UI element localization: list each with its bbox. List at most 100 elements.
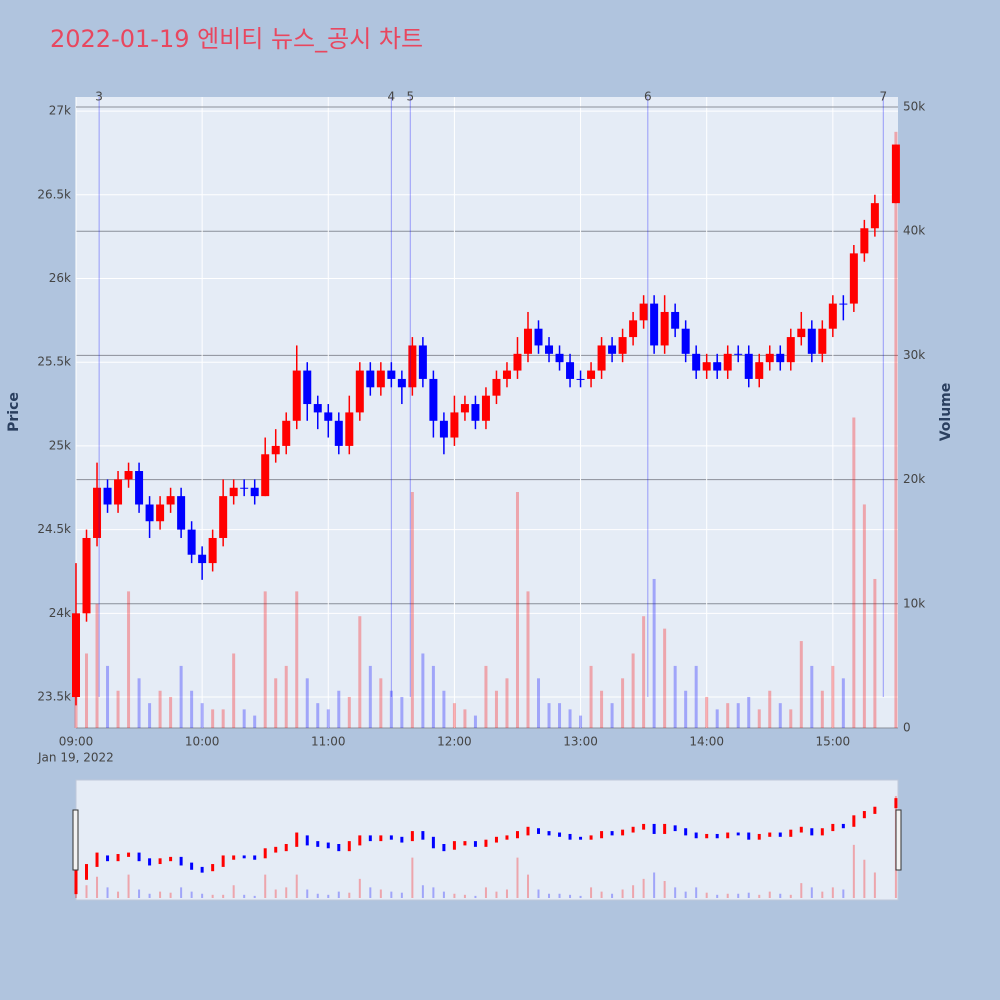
slider-volume-bar xyxy=(190,891,193,898)
slider-volume-bar xyxy=(327,894,330,898)
volume-bar xyxy=(494,690,498,728)
candle-body xyxy=(597,345,606,371)
volume-bar xyxy=(820,690,824,728)
volume-bar xyxy=(85,653,89,728)
candle-body xyxy=(418,345,427,379)
slider-volume-bar xyxy=(842,889,845,898)
volume-bar xyxy=(610,703,614,728)
volume-bar xyxy=(663,628,667,728)
volume-bar xyxy=(600,690,604,728)
y-axis-title: Price xyxy=(6,392,22,432)
candle-body xyxy=(334,420,343,446)
slider-volume-bar xyxy=(726,893,729,898)
y-tick-label: 24k xyxy=(49,606,71,620)
volume-bar xyxy=(190,690,194,728)
slider-volume-bar xyxy=(117,891,120,898)
slider-volume-bar xyxy=(306,889,309,898)
volume-bar xyxy=(232,653,236,728)
candle-body xyxy=(839,303,848,305)
slider-volume-bar xyxy=(579,895,582,898)
slider-volume-bar xyxy=(632,885,635,898)
slider-volume-bar xyxy=(558,893,561,898)
x-tick-label: 09:00 xyxy=(59,735,94,749)
volume-bar xyxy=(284,665,288,728)
volume-bar xyxy=(810,665,814,728)
candle-body xyxy=(219,496,228,538)
volume-bar xyxy=(862,504,866,728)
slider-volume-bar xyxy=(789,894,792,898)
volume-bar xyxy=(852,417,856,728)
slider-volume-bar xyxy=(400,892,403,898)
volume-bar xyxy=(200,703,204,728)
volume-bar xyxy=(368,665,372,728)
slider-volume-bar xyxy=(800,883,803,898)
x-tick-label: 13:00 xyxy=(563,735,598,749)
slider-volume-bar xyxy=(600,891,603,898)
candle-body xyxy=(828,303,837,329)
candle-body xyxy=(639,303,648,321)
y2-tick-label: 0 xyxy=(903,721,911,735)
slider-volume-bar xyxy=(274,889,277,898)
candle-body xyxy=(397,378,406,388)
volume-bar xyxy=(95,603,99,728)
volume-bar xyxy=(389,690,393,728)
candle-body xyxy=(408,345,417,388)
y-tick-label: 26.5k xyxy=(37,187,71,201)
slider-volume-bar xyxy=(211,894,214,898)
volume-bar xyxy=(116,690,120,728)
slider-volume-bar xyxy=(421,885,424,898)
slider-volume-bar xyxy=(169,892,172,898)
volume-bar xyxy=(473,715,477,728)
candle-body xyxy=(324,412,333,421)
slider-volume-bar xyxy=(379,889,382,898)
candle-body xyxy=(713,362,722,371)
slider-volume-bar xyxy=(463,894,466,898)
volume-bar xyxy=(579,715,583,728)
volume-bar xyxy=(757,709,761,728)
candle-body xyxy=(82,537,91,614)
candle-body xyxy=(471,404,480,421)
slider-volume-bar xyxy=(316,893,319,898)
candle-body xyxy=(545,345,554,354)
volume-bar xyxy=(337,690,341,728)
candle-body xyxy=(660,311,669,346)
volume-bar xyxy=(410,492,414,728)
slider-handle[interactable] xyxy=(895,809,902,871)
candle-body xyxy=(891,144,900,204)
chart-title: 2022-01-19 엔비티 뉴스_공시 차트 xyxy=(50,25,423,53)
volume-bar xyxy=(305,678,309,728)
volume-bar xyxy=(589,665,593,728)
candle-body xyxy=(723,353,732,371)
slider-volume-bar xyxy=(369,887,372,898)
slider-volume-bar xyxy=(453,893,456,898)
candle-body xyxy=(198,554,207,564)
x-tick-label: 10:00 xyxy=(185,735,220,749)
slider-volume-bar xyxy=(716,894,719,898)
volume-bar xyxy=(873,578,877,728)
slider-volume-bar xyxy=(495,891,498,898)
candle-body xyxy=(734,353,743,355)
news-marker-label: 7 xyxy=(879,90,887,104)
candle-body xyxy=(755,362,764,379)
candle-body xyxy=(566,362,575,379)
candle-body xyxy=(366,370,375,388)
volume-bar xyxy=(684,690,688,728)
candle-body xyxy=(208,537,217,564)
slider-handle[interactable] xyxy=(72,809,79,871)
candle-body xyxy=(271,445,280,455)
slider-volume-bar xyxy=(442,891,445,898)
candle-body xyxy=(576,378,585,380)
candle-body xyxy=(849,253,858,304)
y-tick-label: 26k xyxy=(49,271,71,285)
volume-bar xyxy=(894,131,898,729)
slider-volume-bar xyxy=(484,887,487,898)
volume-bar xyxy=(799,641,803,728)
candle-body xyxy=(860,228,869,254)
slider-volume-bar xyxy=(810,887,813,898)
slider-volume-bar xyxy=(705,892,708,898)
slider-volume-bar xyxy=(779,893,782,898)
volume-bar xyxy=(316,703,320,728)
candle-body xyxy=(240,487,249,489)
candle-body xyxy=(797,328,806,338)
slider-volume-bar xyxy=(821,891,824,898)
